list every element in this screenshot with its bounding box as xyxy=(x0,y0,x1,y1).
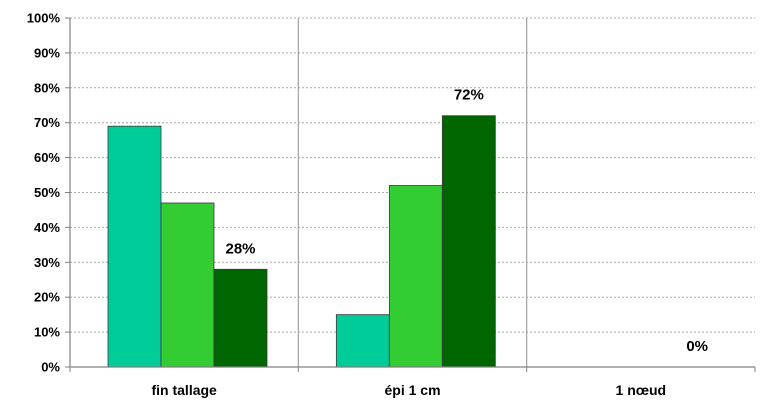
bar xyxy=(160,202,215,368)
y-tick-label: 10% xyxy=(34,325,60,340)
category-label: 1 nœud xyxy=(616,382,667,398)
bar xyxy=(388,185,443,368)
category-separators xyxy=(297,18,528,367)
y-tick-label: 80% xyxy=(34,80,60,95)
y-tick-labels: 0% 10% 20% 30% 40% 50% 60% 70% 80% 90% 100% xyxy=(27,11,70,375)
data-label: 0% xyxy=(686,338,708,355)
y-tick-label: 20% xyxy=(34,290,60,305)
y-tick-label: 50% xyxy=(34,185,60,200)
data-label: 28% xyxy=(225,240,255,257)
data-label: 72% xyxy=(454,87,484,104)
y-tick-label: 90% xyxy=(34,45,60,60)
y-tick-label: 60% xyxy=(34,150,60,165)
y-tick-label: 100% xyxy=(27,11,61,26)
bar xyxy=(335,314,390,368)
bars xyxy=(107,115,496,368)
y-tick-label: 70% xyxy=(34,115,60,130)
y-tick-label: 0% xyxy=(41,360,60,375)
category-label: fin tallage xyxy=(151,382,217,398)
bar xyxy=(213,268,268,368)
bar xyxy=(107,125,162,368)
y-tick-label: 40% xyxy=(34,220,60,235)
data-labels: 28% 72% 0% xyxy=(225,87,708,355)
bar xyxy=(441,115,496,368)
category-labels: fin tallage épi 1 cm 1 nœud xyxy=(151,382,666,398)
category-label: épi 1 cm xyxy=(384,382,440,398)
y-tick-label: 30% xyxy=(34,255,60,270)
